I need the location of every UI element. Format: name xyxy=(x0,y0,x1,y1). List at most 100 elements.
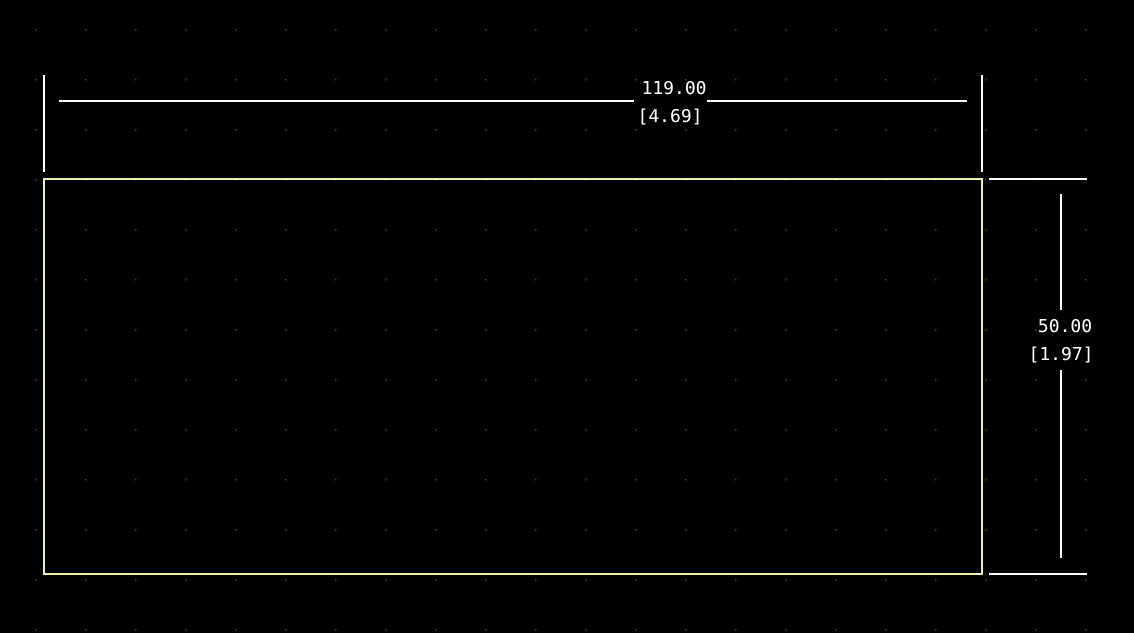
grid-dot xyxy=(235,579,237,581)
grid-dot xyxy=(635,129,637,131)
grid-dot xyxy=(485,129,487,131)
grid-dot xyxy=(835,29,837,31)
grid-dot xyxy=(585,129,587,131)
grid-dot xyxy=(485,579,487,581)
grid-dot xyxy=(635,629,637,631)
grid-dot xyxy=(135,229,137,231)
grid-dot xyxy=(35,379,37,381)
grid-dot xyxy=(485,79,487,81)
grid-dot xyxy=(1085,429,1087,431)
grid-dot xyxy=(735,229,737,231)
grid-dot xyxy=(735,129,737,131)
grid-dot xyxy=(435,79,437,81)
grid-dot xyxy=(785,329,787,331)
grid-dot xyxy=(935,229,937,231)
grid-dot xyxy=(735,429,737,431)
grid-dot xyxy=(435,229,437,231)
grid-dot xyxy=(435,29,437,31)
grid-dot xyxy=(785,629,787,631)
grid-dot xyxy=(385,229,387,231)
grid-dot xyxy=(885,79,887,81)
grid-dot xyxy=(435,379,437,381)
grid-dot xyxy=(235,379,237,381)
grid-dot xyxy=(85,229,87,231)
grid-dot xyxy=(535,629,537,631)
grid-dot xyxy=(285,379,287,381)
grid-dot xyxy=(835,129,837,131)
grid-dot xyxy=(435,279,437,281)
grid-dot xyxy=(735,29,737,31)
grid-dot xyxy=(185,329,187,331)
grid-dot xyxy=(685,79,687,81)
grid-dot xyxy=(535,129,537,131)
grid-dot xyxy=(1085,379,1087,381)
grid-dot xyxy=(785,529,787,531)
grid-dot xyxy=(185,529,187,531)
grid-dot xyxy=(35,29,37,31)
grid-dot xyxy=(985,429,987,431)
grid-dot xyxy=(185,279,187,281)
width-dimension[interactable]: 119.00 [4.69] xyxy=(43,75,983,172)
grid-dot xyxy=(735,629,737,631)
grid-dot xyxy=(335,429,337,431)
grid-dot xyxy=(1035,229,1037,231)
grid-dot xyxy=(35,229,37,231)
grid-dot xyxy=(1085,629,1087,631)
grid-dot xyxy=(585,579,587,581)
grid-dot xyxy=(285,329,287,331)
grid-dot xyxy=(85,629,87,631)
grid-dot xyxy=(935,629,937,631)
grid-dot xyxy=(735,329,737,331)
grid-dot xyxy=(585,29,587,31)
grid-dot xyxy=(985,229,987,231)
grid-dot xyxy=(935,529,937,531)
grid-dot xyxy=(785,129,787,131)
grid-dot xyxy=(985,79,987,81)
grid-dot xyxy=(1035,429,1037,431)
grid-dot xyxy=(235,229,237,231)
grid-dot xyxy=(235,629,237,631)
grid-dot xyxy=(985,129,987,131)
grid-dot xyxy=(485,29,487,31)
grid-dot xyxy=(335,479,337,481)
grid-dot xyxy=(785,79,787,81)
grid-dot xyxy=(935,479,937,481)
grid-dot xyxy=(385,429,387,431)
grid-dot xyxy=(435,629,437,631)
grid-dot xyxy=(685,529,687,531)
grid-dot xyxy=(935,329,937,331)
grid-dot xyxy=(485,329,487,331)
grid-dot xyxy=(485,479,487,481)
grid-dot xyxy=(535,429,537,431)
grid-dot xyxy=(485,529,487,531)
grid-dot xyxy=(85,29,87,31)
grid-dot xyxy=(885,229,887,231)
grid-dot xyxy=(135,79,137,81)
grid-dot xyxy=(935,29,937,31)
grid-dot xyxy=(935,279,937,281)
grid-dot xyxy=(285,579,287,581)
grid-dot xyxy=(935,579,937,581)
grid-dot xyxy=(235,429,237,431)
grid-dot xyxy=(235,129,237,131)
grid-dot xyxy=(985,579,987,581)
grid-dot xyxy=(335,229,337,231)
grid-dot xyxy=(885,429,887,431)
grid-dot xyxy=(1035,129,1037,131)
height-dimension[interactable]: 50.00 [1.97] xyxy=(989,178,1094,575)
grid-dot xyxy=(585,429,587,431)
grid-dot xyxy=(385,329,387,331)
grid-dot xyxy=(135,329,137,331)
board-outline[interactable] xyxy=(43,178,983,575)
grid-dot xyxy=(385,279,387,281)
grid-dot xyxy=(135,279,137,281)
grid-dot xyxy=(35,579,37,581)
grid-dot xyxy=(735,479,737,481)
grid-dot xyxy=(1085,79,1087,81)
grid-dot xyxy=(685,629,687,631)
grid-dot xyxy=(635,29,637,31)
grid-dot xyxy=(85,329,87,331)
grid-dot xyxy=(935,429,937,431)
